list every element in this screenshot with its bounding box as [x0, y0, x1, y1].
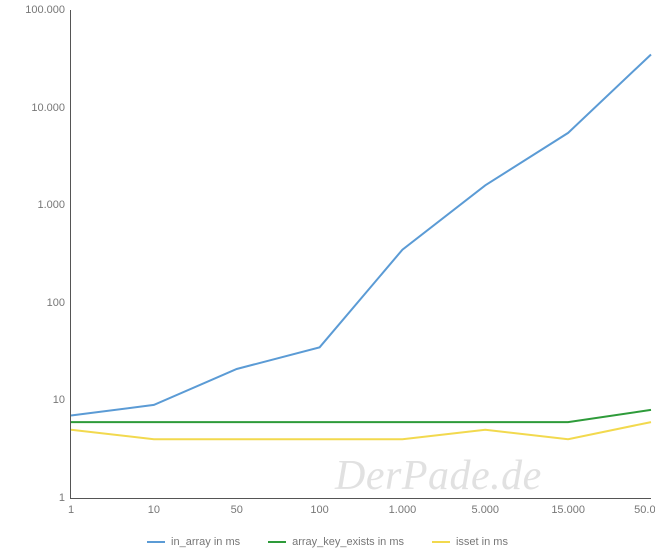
x-tick-label: 10	[148, 498, 160, 516]
x-tick-label: 1	[68, 498, 74, 516]
x-tick-label: 1.000	[389, 498, 417, 516]
legend-label: in_array in ms	[171, 536, 240, 548]
legend-item: in_array in ms	[147, 536, 240, 548]
x-tick-label: 50.000	[634, 498, 655, 516]
x-tick-label: 100	[310, 498, 328, 516]
plot-svg	[71, 10, 651, 498]
y-tick-label: 100.000	[25, 4, 71, 16]
legend-label: isset in ms	[456, 536, 508, 548]
legend-swatch	[268, 541, 286, 543]
x-tick-label: 5.000	[472, 498, 500, 516]
y-tick-label: 1.000	[37, 199, 71, 211]
chart: 1101001.00010.000100.000110501001.0005.0…	[10, 5, 645, 525]
series-line	[71, 422, 651, 439]
series-line	[71, 410, 651, 422]
legend-item: array_key_exists in ms	[268, 536, 404, 548]
plot-area: 1101001.00010.000100.000110501001.0005.0…	[70, 10, 651, 499]
y-tick-label: 100	[47, 297, 71, 309]
y-tick-label: 10	[53, 394, 71, 406]
series-line	[71, 55, 651, 416]
legend: in_array in ms array_key_exists in ms isse…	[0, 536, 655, 548]
x-tick-label: 50	[231, 498, 243, 516]
legend-swatch	[432, 541, 450, 543]
y-tick-label: 10.000	[31, 102, 71, 114]
legend-label: array_key_exists in ms	[292, 536, 404, 548]
legend-item: isset in ms	[432, 536, 508, 548]
x-tick-label: 15.000	[551, 498, 585, 516]
legend-swatch	[147, 541, 165, 543]
